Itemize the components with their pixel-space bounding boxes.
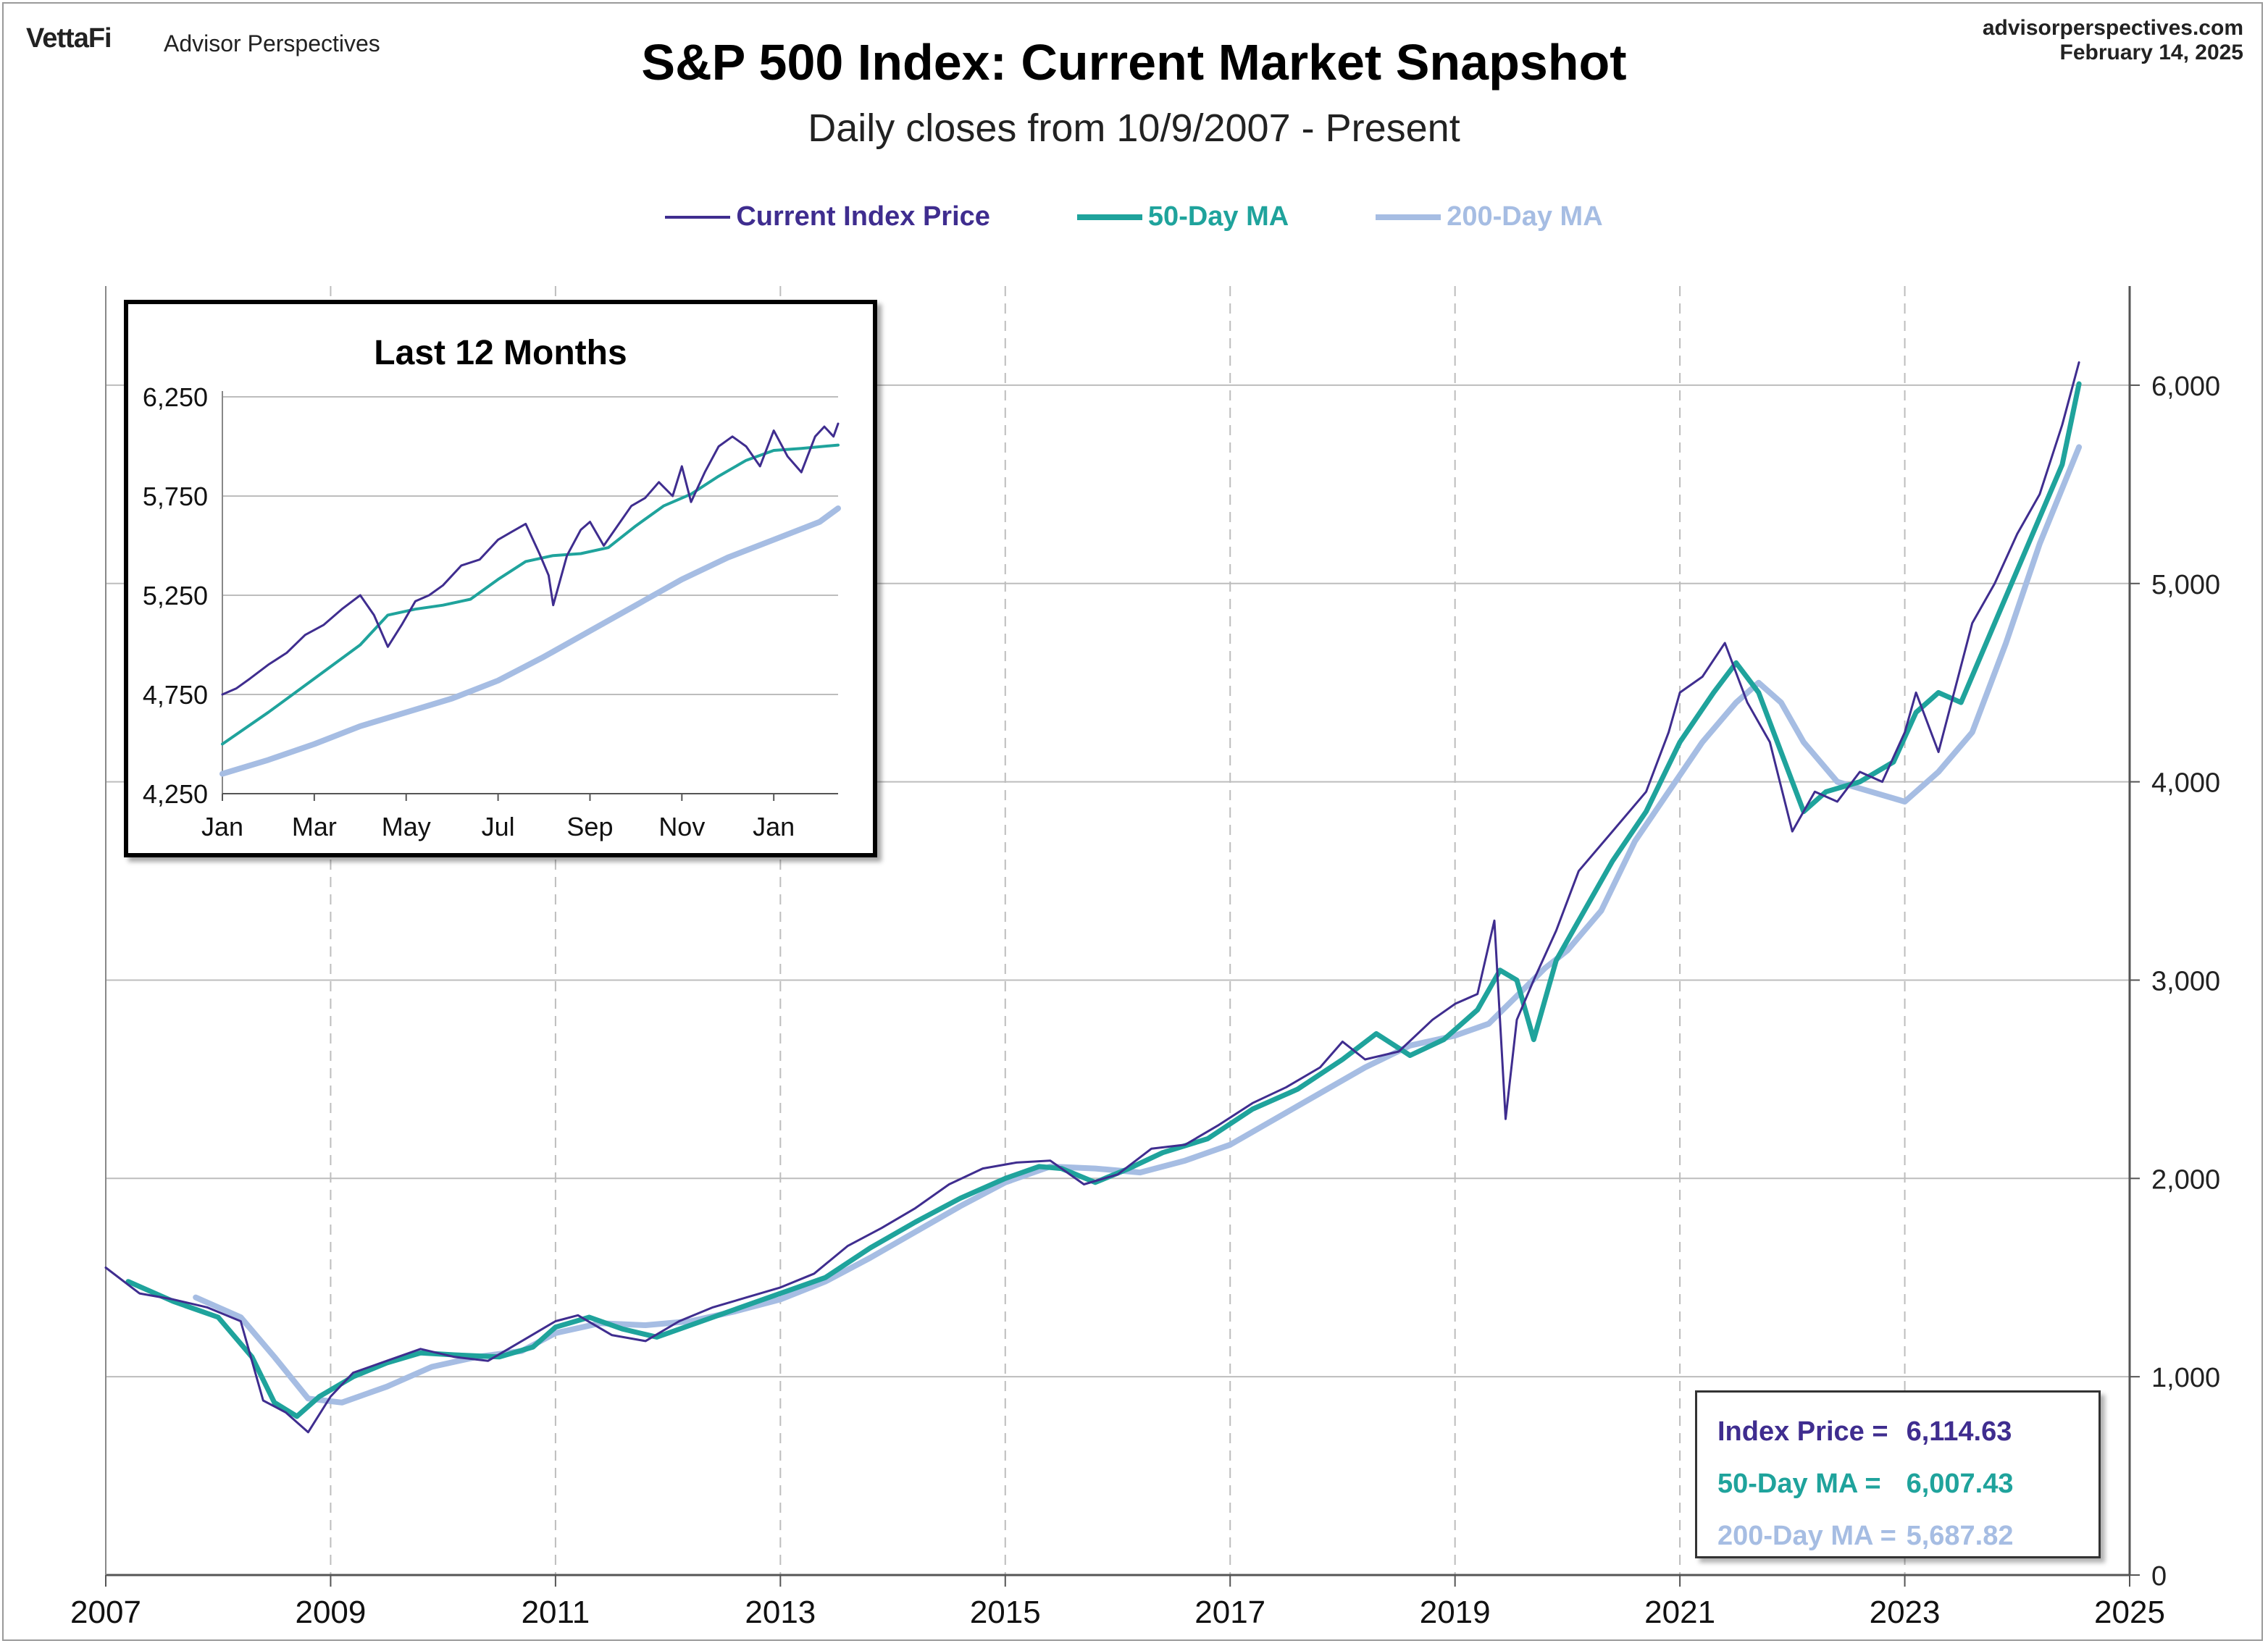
legend-swatch-price bbox=[665, 215, 731, 219]
x-tick-label: 2007 bbox=[70, 1595, 141, 1630]
legend-swatch-ma50 bbox=[1076, 214, 1142, 220]
readout-ma200: 200-Day MA = 5,687.82 bbox=[1717, 1510, 2078, 1562]
y-tick-label: 1,000 bbox=[2151, 1363, 2220, 1393]
legend-label-ma200: 200-Day MA bbox=[1447, 201, 1603, 232]
snapshot-date: February 14, 2025 bbox=[2059, 41, 2244, 64]
y-tick-label: 0 bbox=[2151, 1561, 2167, 1592]
inset-x-tick-label: Jan bbox=[201, 812, 243, 841]
inset-chart: 6,250 5,750 5,250 4,750 4,250 Jan Mar May Jul Sep… bbox=[143, 382, 841, 841]
y-tick-label: 2,000 bbox=[2151, 1164, 2220, 1195]
inset-y-tick-label: 6,250 bbox=[143, 382, 208, 412]
legend-item-ma50: 50-Day MA bbox=[1076, 201, 1289, 232]
chart-title: S&P 500 Index: Current Market Snapshot bbox=[641, 34, 1627, 91]
inset-x-tick-label: Sep bbox=[566, 812, 613, 841]
y-tick-label: 4,000 bbox=[2151, 768, 2220, 799]
readout-ma50: 50-Day MA = 6,007.43 bbox=[1717, 1458, 2078, 1510]
readout-ma200-label: 200-Day MA = bbox=[1717, 1521, 1896, 1551]
x-tick-label: 2021 bbox=[1644, 1595, 1715, 1630]
site-url: advisorperspectives.com bbox=[1982, 16, 2243, 40]
legend: Current Index Price 50-Day MA 200-Day MA bbox=[0, 201, 2268, 232]
x-tick-label: 2009 bbox=[295, 1595, 366, 1630]
readout-ma200-value: 5,687.82 bbox=[1906, 1521, 2014, 1551]
inset-x-tick-label: May bbox=[382, 812, 431, 841]
inset-series-line-ma200 bbox=[219, 505, 841, 777]
inset-y-tick-label: 5,250 bbox=[143, 581, 208, 610]
y-tick-label: 5,000 bbox=[2151, 570, 2220, 600]
inset-y-tick-label: 4,750 bbox=[143, 680, 208, 710]
chart-subtitle: Daily closes from 10/9/2007 - Present bbox=[808, 106, 1460, 150]
brand-subtitle: Advisor Perspectives bbox=[164, 30, 380, 56]
inset-series-line-ma50 bbox=[221, 443, 840, 746]
inset-title: Last 12 Months bbox=[374, 334, 627, 372]
legend-swatch-ma200 bbox=[1376, 214, 1441, 220]
series-line-price bbox=[104, 361, 2080, 1434]
brand-logo: VettaFi bbox=[26, 23, 112, 54]
readout-price-label: Index Price = bbox=[1717, 1416, 1888, 1447]
y-tick-label: 3,000 bbox=[2151, 966, 2220, 996]
x-tick-label: 2019 bbox=[1420, 1595, 1491, 1630]
value-readout: Index Price = 6,114.63 50-Day MA = 6,007… bbox=[1695, 1390, 2101, 1558]
inset-y-tick-label: 5,750 bbox=[143, 482, 208, 511]
readout-ma50-value: 6,007.43 bbox=[1906, 1469, 2014, 1499]
x-tick-label: 2011 bbox=[522, 1595, 590, 1630]
x-tick-label: 2015 bbox=[970, 1595, 1041, 1630]
legend-item-price: Current Index Price bbox=[665, 201, 990, 232]
legend-label-price: Current Index Price bbox=[736, 201, 990, 232]
inset-series-line-price bbox=[221, 422, 840, 696]
x-tick-label: 2013 bbox=[745, 1595, 816, 1630]
legend-label-ma50: 50-Day MA bbox=[1147, 201, 1289, 232]
readout-price: Index Price = 6,114.63 bbox=[1717, 1406, 2078, 1458]
y-tick-label: 6,000 bbox=[2151, 371, 2220, 402]
readout-ma50-label: 50-Day MA = bbox=[1717, 1469, 1881, 1499]
x-tick-label: 2025 bbox=[2094, 1595, 2165, 1630]
x-tick-label: 2017 bbox=[1194, 1595, 1265, 1630]
inset-x-tick-label: Jul bbox=[482, 812, 515, 841]
inset-x-tick-label: Nov bbox=[658, 812, 705, 841]
x-tick-label: 2023 bbox=[1870, 1595, 1941, 1630]
readout-price-value: 6,114.63 bbox=[1906, 1416, 2012, 1447]
inset-x-tick-label: Mar bbox=[292, 812, 337, 841]
inset-y-tick-label: 4,250 bbox=[143, 779, 208, 809]
inset-x-tick-label: Jan bbox=[753, 812, 795, 841]
legend-item-ma200: 200-Day MA bbox=[1376, 201, 1603, 232]
inset-panel: Last 12 Months 6,250 5,750 5,250 4,750 4,250… bbox=[124, 300, 877, 857]
